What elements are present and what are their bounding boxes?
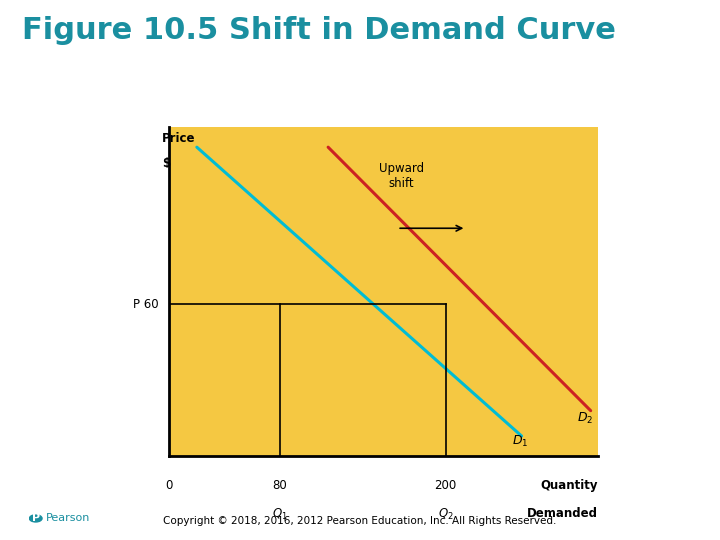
Text: P 60: P 60 <box>132 298 158 310</box>
Text: Quantity: Quantity <box>540 479 598 492</box>
Text: Upward
shift: Upward shift <box>379 162 424 190</box>
Circle shape <box>30 515 42 522</box>
Text: Figure 10.5 Shift in Demand Curve: Figure 10.5 Shift in Demand Curve <box>22 16 616 45</box>
Text: Pearson: Pearson <box>46 514 91 523</box>
Text: Copyright © 2018, 2016, 2012 Pearson Education, Inc. All Rights Reserved.: Copyright © 2018, 2016, 2012 Pearson Edu… <box>163 516 557 526</box>
Text: 0: 0 <box>166 479 173 492</box>
Text: Demanded: Demanded <box>526 507 598 520</box>
Text: 200: 200 <box>434 479 456 492</box>
Text: $D_1$: $D_1$ <box>512 434 528 449</box>
Text: $Q_1$: $Q_1$ <box>272 507 287 522</box>
Text: Price: Price <box>162 132 196 145</box>
Text: 80: 80 <box>272 479 287 492</box>
Text: $Q_2$: $Q_2$ <box>438 507 454 522</box>
Text: P: P <box>32 514 40 523</box>
Text: $: $ <box>162 157 171 170</box>
Text: $D_2$: $D_2$ <box>577 411 593 426</box>
